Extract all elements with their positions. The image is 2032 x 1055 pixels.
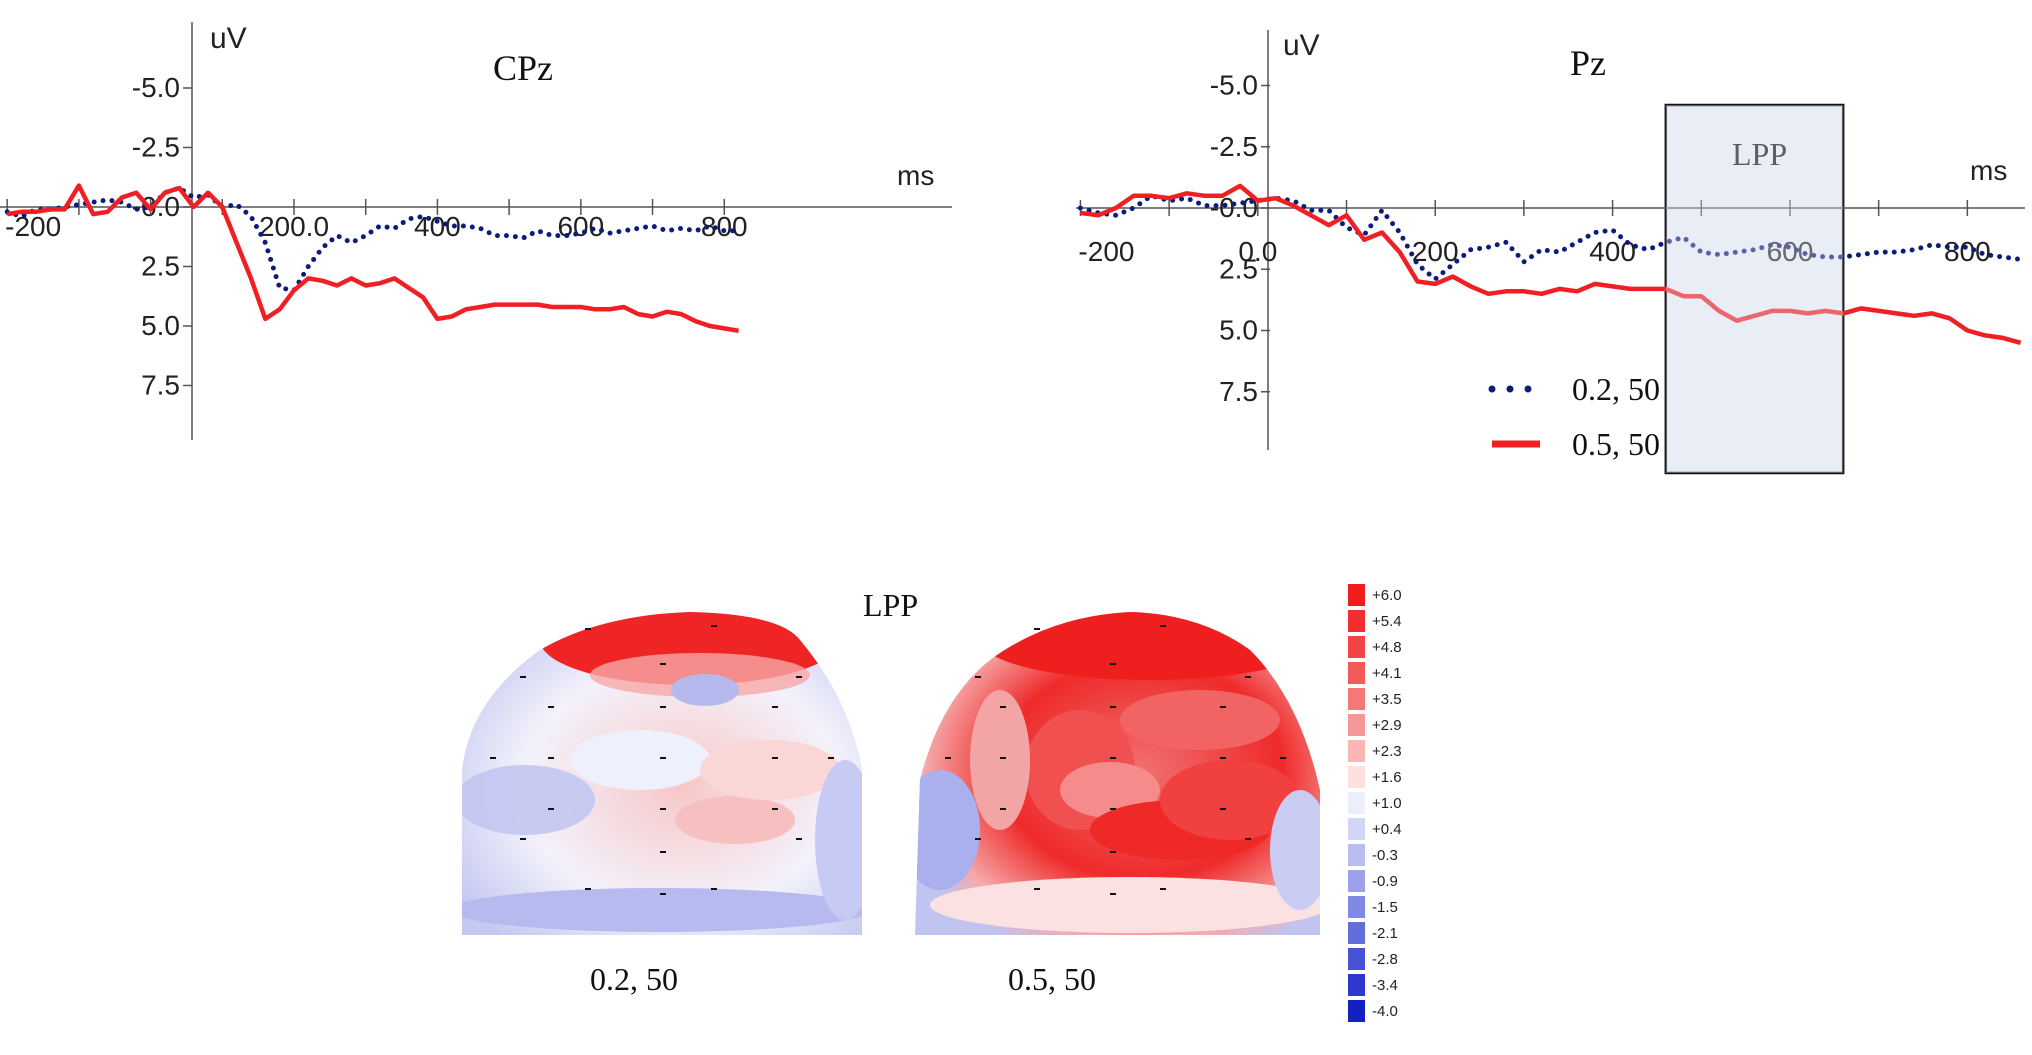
colorbar-label: +6.0 xyxy=(1372,587,1402,604)
pz-legend: 0.2, 50 0.5, 50 xyxy=(1488,371,1660,462)
colorbar-swatch xyxy=(1348,688,1365,710)
topomap-left xyxy=(462,612,862,935)
colorbar-label: -3.4 xyxy=(1372,977,1398,994)
colorbar-label: +1.0 xyxy=(1372,795,1402,812)
cpz-ylabel: uV xyxy=(210,22,247,55)
cpz-xtick-label: 600 xyxy=(557,211,604,242)
topomap-left-electrodes xyxy=(490,625,834,895)
pz-series-solid xyxy=(1080,183,2022,345)
colorbar-label: +3.5 xyxy=(1372,691,1402,708)
colorbar-label: +0.4 xyxy=(1372,821,1402,838)
topomap-title: LPP xyxy=(863,587,918,623)
colorbar-swatch xyxy=(1348,870,1365,892)
colorbar-swatch xyxy=(1348,792,1365,814)
colorbar-swatch xyxy=(1348,844,1365,866)
colorbar-label: +4.8 xyxy=(1372,639,1402,656)
cpz-ytick-label: 7.5 xyxy=(141,370,180,401)
pz-series-group xyxy=(1077,105,2024,473)
pz-chart: -5.0-2.5-0.02.55.07.5 -200 0.0 200 400 600 80… xyxy=(1076,29,2025,475)
pz-ylabel: uV xyxy=(1283,29,1320,62)
colorbar-label: -2.8 xyxy=(1372,951,1398,968)
pz-ytick-label: 7.5 xyxy=(1219,376,1258,407)
colorbar-swatch xyxy=(1348,584,1365,606)
colorbar-label: -4.0 xyxy=(1372,1003,1398,1020)
pz-y-ticks: -5.0-2.5-0.02.55.07.5 xyxy=(1210,70,1270,407)
colorbar-label: +2.9 xyxy=(1372,717,1402,734)
colorbar-swatch xyxy=(1348,948,1365,970)
legend-label-series-a: 0.2, 50 xyxy=(1572,371,1660,407)
cpz-xtick-label: 200.0 xyxy=(259,211,329,242)
colorbar-swatch xyxy=(1348,974,1365,996)
colorbar-label: +2.3 xyxy=(1372,743,1402,760)
cpz-xlabel: ms xyxy=(897,160,934,191)
pz-xlabel: ms xyxy=(1970,155,2007,186)
lpp-window-label: LPP xyxy=(1732,136,1787,172)
colorbar-label: -2.1 xyxy=(1372,925,1398,942)
cpz-ytick-label: -5.0 xyxy=(132,72,180,103)
colorbar-swatch xyxy=(1348,610,1365,632)
cpz-ytick-label: 5.0 xyxy=(141,310,180,341)
lpp-topomaps: LPP 0.2, 50 xyxy=(462,584,1402,1022)
cpz-series-group xyxy=(4,183,742,334)
colorbar-swatch xyxy=(1348,740,1365,762)
cpz-ytick-label: 2.5 xyxy=(141,251,180,282)
colorbar-label: +4.1 xyxy=(1372,665,1402,682)
lpp-window-highlight xyxy=(1664,103,1845,475)
colorbar-label: -0.9 xyxy=(1372,873,1398,890)
pz-ytick-label: 2.5 xyxy=(1219,253,1258,284)
pz-xtick-label: -200 xyxy=(1078,236,1134,267)
pz-ytick-label: -2.5 xyxy=(1210,131,1258,162)
colorbar-swatch xyxy=(1348,922,1365,944)
colorbar-swatch xyxy=(1348,714,1365,736)
colorbar-swatch xyxy=(1348,896,1365,918)
colorbar-label: +1.6 xyxy=(1372,769,1402,786)
colorbar-swatch xyxy=(1348,636,1365,658)
topomap-right-electrodes xyxy=(945,625,1286,895)
topomap-right-label: 0.5, 50 xyxy=(1008,961,1096,997)
colorbar-label: -0.3 xyxy=(1372,847,1398,864)
colorbar: +6.0 +5.4 +4.8 +4.1 +3.5 +2.9 +2.3 +1.6 +1.0 +0.4… xyxy=(1348,584,1402,1022)
lpp-window-wash xyxy=(1665,105,1844,473)
colorbar-swatch xyxy=(1348,818,1365,840)
cpz-chart: -5.0-2.5-0.02.55.07.5 -200 200.0 400 600 800… xyxy=(0,22,952,440)
colorbar-swatch xyxy=(1348,766,1365,788)
topomap-left-label: 0.2, 50 xyxy=(590,961,678,997)
pz-xtick-label: 200 xyxy=(1412,236,1459,267)
pz-title: Pz xyxy=(1570,43,1606,83)
legend-label-series-b: 0.5, 50 xyxy=(1572,426,1660,462)
cpz-title: CPz xyxy=(493,48,553,88)
colorbar-label: -1.5 xyxy=(1372,899,1398,916)
colorbar-label: +5.4 xyxy=(1372,613,1402,630)
pz-xtick-label: 0.0 xyxy=(1238,236,1277,267)
colorbar-swatch xyxy=(1348,662,1365,684)
cpz-ytick-label: -2.5 xyxy=(132,132,180,163)
cpz-series-solid xyxy=(6,183,739,334)
cpz-series-dotted xyxy=(4,185,742,293)
colorbar-swatch xyxy=(1348,1000,1365,1022)
pz-ytick-label: -5.0 xyxy=(1210,70,1258,101)
topomap-right xyxy=(915,612,1320,935)
pz-ytick-label: 5.0 xyxy=(1219,315,1258,346)
cpz-y-ticks: -5.0-2.5-0.02.55.07.5 xyxy=(132,72,192,401)
